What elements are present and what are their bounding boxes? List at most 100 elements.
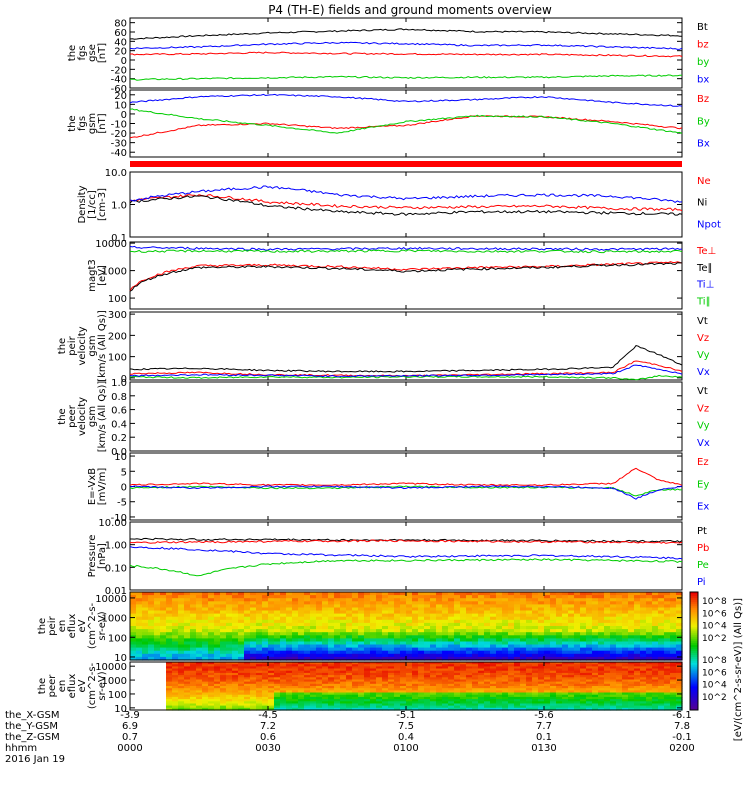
heatmap-cell bbox=[340, 701, 347, 705]
heatmap-cell bbox=[622, 679, 629, 683]
heatmap-cell bbox=[256, 696, 263, 700]
heatmap-cell bbox=[256, 694, 263, 698]
heatmap-cell bbox=[214, 635, 221, 639]
heatmap-cell bbox=[370, 703, 377, 707]
y-axis-label: sr-eV) bbox=[97, 671, 108, 700]
heatmap-cell bbox=[664, 607, 671, 612]
data-quality-bar bbox=[130, 161, 682, 167]
legend-entry: by bbox=[697, 57, 709, 68]
heatmap-cell bbox=[352, 662, 359, 665]
heatmap-cell bbox=[652, 701, 659, 705]
heatmap-cell bbox=[178, 707, 185, 711]
heatmap-cell bbox=[442, 694, 449, 698]
heatmap-cell bbox=[640, 701, 647, 705]
heatmap-cell bbox=[340, 619, 347, 624]
heatmap-cell bbox=[670, 696, 677, 700]
heatmap-cell bbox=[352, 683, 359, 687]
y-tick-label: -60 bbox=[111, 84, 127, 95]
heatmap-cell bbox=[484, 696, 491, 700]
panel-frame bbox=[129, 311, 683, 381]
heatmap-cell bbox=[328, 604, 335, 609]
heatmap-cell bbox=[376, 626, 383, 630]
heatmap-cell bbox=[568, 650, 575, 655]
heatmap-cell bbox=[280, 668, 287, 672]
heatmap-cell bbox=[238, 626, 245, 630]
heatmap-cell bbox=[622, 622, 629, 627]
heatmap-cell bbox=[448, 696, 455, 700]
heatmap-cell bbox=[604, 705, 611, 709]
heatmap-cell bbox=[340, 638, 347, 643]
heatmap-cell bbox=[556, 699, 563, 702]
heatmap-cell bbox=[556, 670, 563, 674]
heatmap-cell bbox=[544, 690, 551, 694]
heatmap-cell bbox=[622, 613, 629, 618]
heatmap-cell bbox=[274, 619, 281, 624]
heatmap-cell bbox=[592, 690, 599, 694]
colorbar-segment bbox=[690, 660, 698, 664]
heatmap-cell bbox=[562, 607, 569, 612]
heatmap-cell bbox=[664, 670, 671, 674]
heatmap-cell bbox=[454, 683, 461, 687]
heatmap-cell bbox=[406, 701, 413, 705]
heatmap-cell bbox=[538, 668, 545, 672]
heatmap-cell bbox=[574, 694, 581, 698]
heatmap-cell bbox=[646, 683, 653, 687]
heatmap-cell bbox=[640, 664, 647, 667]
heatmap-cell bbox=[364, 656, 371, 661]
heatmap-cell bbox=[664, 613, 671, 618]
heatmap-cell bbox=[250, 641, 257, 646]
heatmap-cell bbox=[340, 675, 347, 678]
heatmap-cell bbox=[292, 664, 299, 667]
heatmap-cell bbox=[340, 595, 347, 599]
heatmap-cell bbox=[178, 662, 185, 665]
heatmap-cell bbox=[256, 662, 263, 665]
heatmap-cell bbox=[400, 681, 407, 685]
heatmap-cell bbox=[634, 686, 641, 689]
heatmap-cell bbox=[676, 607, 683, 612]
heatmap-cell bbox=[412, 672, 419, 676]
heatmap-cell bbox=[166, 705, 173, 709]
heatmap-cell bbox=[202, 692, 209, 696]
heatmap-cell bbox=[448, 670, 455, 674]
heatmap-cell bbox=[166, 668, 173, 672]
heatmap-cell bbox=[418, 656, 425, 661]
heatmap-cell bbox=[670, 681, 677, 685]
heatmap-cell bbox=[256, 616, 263, 621]
heatmap-cell bbox=[580, 701, 587, 705]
colorbar-segment bbox=[690, 643, 698, 646]
heatmap-cell bbox=[622, 662, 629, 665]
heatmap-cell bbox=[262, 692, 269, 696]
heatmap-cell bbox=[508, 619, 515, 624]
heatmap-cell bbox=[268, 681, 275, 685]
heatmap-cell bbox=[166, 626, 173, 630]
heatmap-cell bbox=[496, 662, 503, 665]
heatmap-cell bbox=[256, 607, 263, 612]
heatmap-cell bbox=[160, 629, 167, 633]
heatmap-cell bbox=[418, 613, 425, 618]
heatmap-cell bbox=[274, 622, 281, 627]
heatmap-cell bbox=[292, 635, 299, 639]
heatmap-cell bbox=[658, 696, 665, 700]
heatmap-cell bbox=[592, 670, 599, 674]
heatmap-cell bbox=[574, 666, 581, 670]
heatmap-cell bbox=[568, 705, 575, 709]
heatmap-cell bbox=[568, 688, 575, 691]
heatmap-cell bbox=[214, 694, 221, 698]
heatmap-cell bbox=[238, 677, 245, 681]
heatmap-cell bbox=[178, 675, 185, 678]
heatmap-cell bbox=[556, 677, 563, 681]
heatmap-cell bbox=[352, 694, 359, 698]
heatmap-cell bbox=[664, 619, 671, 624]
heatmap-cell bbox=[496, 666, 503, 670]
heatmap-cell bbox=[412, 601, 419, 605]
heatmap-cell bbox=[142, 638, 149, 643]
heatmap-cell bbox=[448, 610, 455, 615]
heatmap-cell bbox=[436, 668, 443, 672]
heatmap-cell bbox=[532, 681, 539, 685]
heatmap-cell bbox=[208, 656, 215, 661]
heatmap-cell bbox=[568, 635, 575, 639]
heatmap-cell bbox=[310, 677, 317, 681]
heatmap-cell bbox=[358, 598, 365, 602]
heatmap-cell bbox=[592, 653, 599, 658]
heatmap-cell bbox=[622, 610, 629, 615]
